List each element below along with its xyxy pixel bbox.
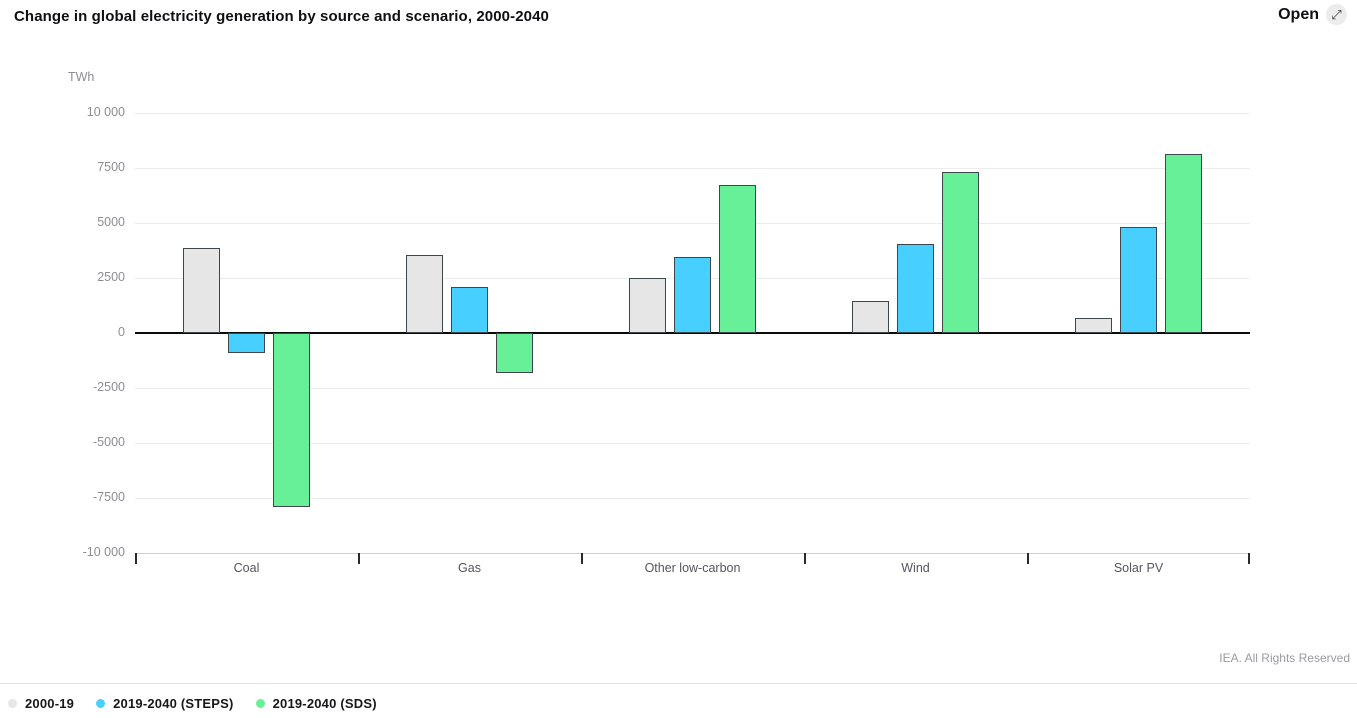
- bar-2019-2040-sds--gas[interactable]: [496, 333, 533, 373]
- bar-2019-2040-steps--gas[interactable]: [451, 286, 488, 333]
- bar-2019-2040-sds--wind[interactable]: [942, 172, 979, 333]
- y-tick-label: 7500: [97, 160, 125, 174]
- bar-2019-2040-steps--solar-pv[interactable]: [1120, 227, 1157, 333]
- x-category-label: Gas: [458, 561, 481, 575]
- x-axis-tick: [804, 553, 806, 564]
- legend-item-2019-2040-steps-[interactable]: 2019-2040 (STEPS): [96, 696, 233, 711]
- gridline: [135, 223, 1250, 224]
- x-category-label: Wind: [901, 561, 930, 575]
- bar-2019-2040-steps--coal[interactable]: [228, 333, 265, 353]
- bar-2000-19-wind[interactable]: [852, 301, 889, 333]
- x-axis-tick: [358, 553, 360, 564]
- y-tick-label: -10 000: [82, 545, 125, 559]
- bar-2019-2040-sds--coal[interactable]: [273, 333, 310, 507]
- gridline: [135, 168, 1250, 169]
- x-category-label: Other low-carbon: [644, 561, 741, 575]
- gridline: [135, 498, 1250, 499]
- bar-2019-2040-sds--other-low-carbon[interactable]: [719, 184, 756, 333]
- legend-color-dot: [8, 699, 17, 708]
- x-category-label: Coal: [233, 561, 260, 575]
- bar-2000-19-coal[interactable]: [183, 248, 220, 333]
- legend-item-label: 2019-2040 (STEPS): [113, 696, 234, 711]
- bar-2000-19-solar-pv[interactable]: [1075, 317, 1112, 333]
- copyright-text: IEA. All Rights Reserved: [1219, 651, 1350, 665]
- legend-item-label: 2000-19: [25, 696, 75, 711]
- bar-2019-2040-steps--wind[interactable]: [897, 243, 934, 333]
- legend-item-2000-19[interactable]: 2000-19: [8, 696, 74, 711]
- expand-diagonal-arrow-icon: ⤢: [1326, 4, 1347, 25]
- bar-2000-19-gas[interactable]: [406, 254, 443, 333]
- y-tick-label: 10 000: [86, 105, 125, 119]
- x-category-label: Solar PV: [1113, 561, 1164, 575]
- gridline: [135, 113, 1250, 114]
- legend: 2000-19 2019-2040 (STEPS) 2019-2040 (SDS): [8, 696, 399, 711]
- x-axis-tick: [1248, 553, 1250, 564]
- gridline: [135, 388, 1250, 389]
- bar-2019-2040-steps--other-low-carbon[interactable]: [674, 257, 711, 333]
- footer-divider: [0, 683, 1357, 684]
- open-button-label: Open: [1278, 5, 1319, 23]
- y-axis-unit-label: TWh: [68, 70, 95, 84]
- zero-line: [135, 332, 1250, 334]
- y-tick-label: 5000: [97, 215, 125, 229]
- legend-item-label: 2019-2040 (SDS): [272, 696, 377, 711]
- y-tick-label: -7500: [93, 490, 125, 504]
- x-axis-tick: [581, 553, 583, 564]
- bar-2019-2040-sds--solar-pv[interactable]: [1165, 153, 1202, 333]
- gridline: [135, 553, 1250, 554]
- legend-item-2019-2040-sds-[interactable]: 2019-2040 (SDS): [255, 696, 377, 711]
- legend-color-dot: [255, 699, 265, 708]
- bar-2000-19-other-low-carbon[interactable]: [629, 278, 666, 333]
- gridline: [135, 443, 1250, 444]
- y-tick-label: -5000: [93, 435, 125, 449]
- y-tick-label: -2500: [93, 380, 125, 394]
- legend-color-dot: [96, 699, 106, 708]
- y-tick-label: 0: [118, 325, 125, 339]
- y-tick-label: 2500: [97, 270, 125, 284]
- x-axis-tick: [1027, 553, 1029, 564]
- x-axis-tick: [135, 553, 137, 564]
- open-button[interactable]: Open ⤢: [1278, 4, 1347, 25]
- chart-title: Change in global electricity generation …: [14, 8, 549, 25]
